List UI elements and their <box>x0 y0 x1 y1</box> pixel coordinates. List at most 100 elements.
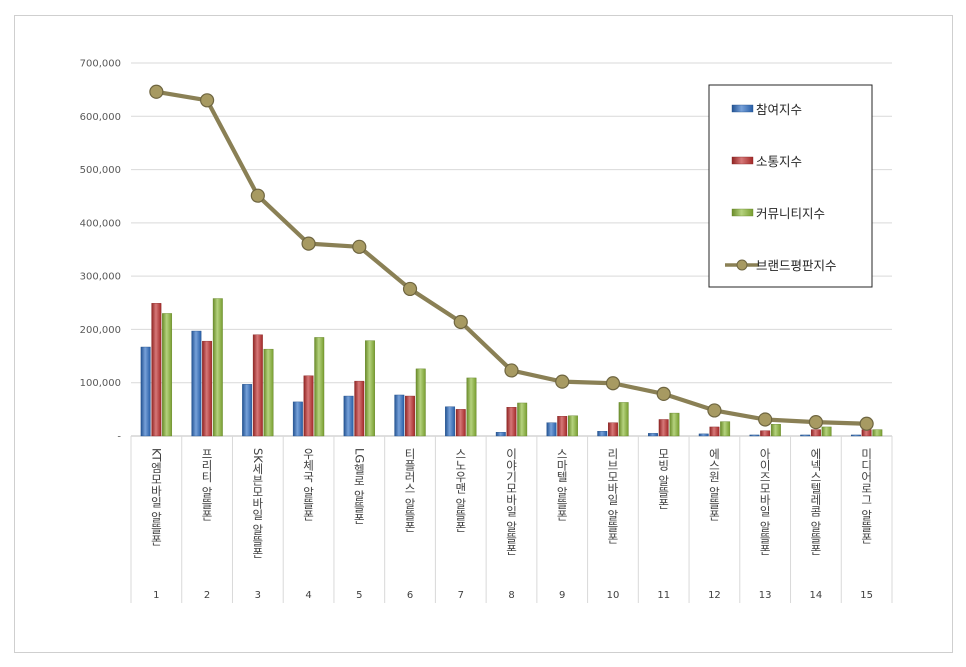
marker-브랜드평판지수 <box>250 188 265 203</box>
x-rank-label: 11 <box>657 590 670 601</box>
x-rank-label: 9 <box>559 590 565 601</box>
x-category-label: 스마텔 알뜰폰 <box>555 448 569 521</box>
x-rank-label: 2 <box>204 590 210 601</box>
bar-참여지수 <box>648 433 658 437</box>
x-category-label: SK세븐모바일 알뜰폰 <box>251 448 265 559</box>
bar-참여지수 <box>140 346 151 437</box>
y-tick-label: 200,000 <box>80 325 121 336</box>
bar-참여지수 <box>292 401 303 437</box>
bar-커뮤니티지수 <box>162 313 173 437</box>
bar-커뮤니티지수 <box>466 377 477 437</box>
marker-브랜드평판지수 <box>758 412 773 427</box>
x-category-label: LG헬로 알뜰폰 <box>352 448 366 524</box>
bar-커뮤니티지수 <box>212 298 223 437</box>
bar-참여지수 <box>698 433 709 437</box>
bar-소통지수 <box>303 375 314 437</box>
bar-참여지수 <box>850 434 861 437</box>
bar-커뮤니티지수 <box>669 412 680 437</box>
bar-커뮤니티지수 <box>720 421 731 437</box>
bar-소통지수 <box>455 409 466 437</box>
marker-브랜드평판지수 <box>402 281 418 297</box>
bar-소통지수 <box>506 407 517 437</box>
y-tick-label: 700,000 <box>80 59 121 70</box>
bar-소통지수 <box>354 380 365 437</box>
marker-브랜드평판지수 <box>200 93 215 108</box>
marker-브랜드평판지수 <box>555 374 570 389</box>
marker-브랜드평판지수 <box>352 239 367 254</box>
marker-브랜드평판지수 <box>453 314 468 330</box>
y-tick-label: 500,000 <box>80 165 121 176</box>
bar-커뮤니티지수 <box>415 368 426 437</box>
legend-swatch-marker-브랜드평판지수 <box>736 259 748 271</box>
marker-브랜드평판지수 <box>504 363 519 378</box>
bar-소통지수 <box>608 422 618 437</box>
x-rank-label: 13 <box>759 590 772 601</box>
y-tick-label: 600,000 <box>80 112 121 123</box>
bar-커뮤니티지수 <box>872 429 883 437</box>
legend-swatch-소통지수 <box>731 156 754 165</box>
x-category-label: 우체국 알뜰폰 <box>302 448 316 521</box>
legend-swatch-커뮤니티지수 <box>731 208 754 217</box>
legend-label: 소통지수 <box>756 154 802 169</box>
x-rank-label: 6 <box>407 590 413 601</box>
legend-label: 참여지수 <box>756 102 802 117</box>
marker-브랜드평판지수 <box>859 416 874 431</box>
bar-커뮤니티지수 <box>263 348 274 437</box>
bar-참여지수 <box>800 434 811 437</box>
bar-참여지수 <box>597 431 608 437</box>
marker-브랜드평판지수 <box>656 386 671 402</box>
y-tick-label: 100,000 <box>80 378 121 389</box>
legend-swatch-참여지수 <box>731 104 754 113</box>
marker-브랜드평판지수 <box>149 84 164 99</box>
bar-소통지수 <box>557 416 568 437</box>
x-category-label: 에스원 알뜰폰 <box>707 448 721 521</box>
x-rank-label: 4 <box>305 590 311 601</box>
bar-소통지수 <box>810 429 821 437</box>
bar-참여지수 <box>343 395 354 437</box>
x-category-label: 미디어로그 알뜰폰 <box>860 448 874 544</box>
x-rank-label: 10 <box>607 590 620 601</box>
x-rank-label: 7 <box>458 590 464 601</box>
x-category-label: 프리티 알뜰폰 <box>200 448 214 521</box>
x-rank-label: 14 <box>810 590 823 601</box>
x-rank-label: 3 <box>255 590 261 601</box>
bar-소통지수 <box>405 395 415 437</box>
x-rank-label: 8 <box>508 590 514 601</box>
y-tick-label: - <box>117 432 121 443</box>
marker-브랜드평판지수 <box>605 376 621 391</box>
bar-커뮤니티지수 <box>314 337 325 437</box>
x-category-label: 에넥스텔레콤 알뜰폰 <box>809 448 823 555</box>
bar-커뮤니티지수 <box>821 426 832 437</box>
bar-참여지수 <box>749 434 760 437</box>
x-category-label: 모빙 알뜰폰 <box>657 448 671 509</box>
x-rank-label: 1 <box>153 590 159 601</box>
marker-브랜드평판지수 <box>707 403 722 418</box>
marker-브랜드평판지수 <box>808 415 824 430</box>
bar-참여지수 <box>242 384 253 437</box>
bar-소통지수 <box>252 334 263 437</box>
bar-소통지수 <box>658 419 669 437</box>
bar-참여지수 <box>445 406 456 437</box>
legend-label: 브랜드평판지수 <box>756 258 837 273</box>
x-category-label: 이야기모바일 알뜰폰 <box>505 448 519 555</box>
chart-frame: - 100,000 200,000 300,000 400,000 500,000 600,… <box>14 15 953 653</box>
x-category-label: 아이즈모바일 알뜰폰 <box>758 448 772 555</box>
brand-reputation-chart: - 100,000 200,000 300,000 400,000 500,000 600,… <box>80 59 893 603</box>
legend-label: 커뮤니티지수 <box>756 206 825 221</box>
x-rank-label: 15 <box>860 590 873 601</box>
bar-소통지수 <box>709 426 720 437</box>
bar-커뮤니티지수 <box>618 402 629 437</box>
bar-커뮤니티지수 <box>517 402 528 437</box>
y-tick-label: 400,000 <box>80 218 121 229</box>
bar-소통지수 <box>151 303 162 437</box>
marker-브랜드평판지수 <box>301 236 316 251</box>
x-category-label: KT엠모바일 알뜰폰 <box>149 448 163 546</box>
bar-소통지수 <box>202 340 213 437</box>
bar-커뮤니티지수 <box>567 415 578 437</box>
bar-커뮤니티지수 <box>770 424 781 437</box>
x-category-label: 티플러스 알뜰폰 <box>403 448 417 532</box>
x-category-label: 리브모바일 알뜰폰 <box>606 448 620 544</box>
bar-커뮤니티지수 <box>365 340 375 437</box>
bar-소통지수 <box>760 430 771 437</box>
bar-참여지수 <box>495 432 506 437</box>
